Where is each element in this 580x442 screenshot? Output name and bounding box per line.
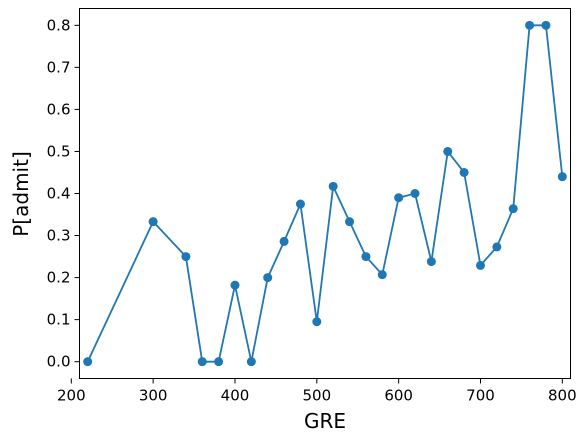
data-point <box>246 357 256 367</box>
data-point <box>263 273 273 283</box>
data-point <box>557 172 567 182</box>
x-tick-label: 300 <box>139 387 168 405</box>
y-tick-label: 0.4 <box>47 185 71 203</box>
data-point <box>312 317 322 327</box>
y-tick-label: 0.7 <box>47 58 71 76</box>
data-point <box>508 204 518 214</box>
y-tick-label: 0.1 <box>47 311 71 329</box>
y-tick-label: 0.6 <box>47 100 71 118</box>
x-axis-ticks: 200 300 400 500 600 700 800 <box>57 378 577 405</box>
x-tick-label: 700 <box>466 387 495 405</box>
data-point <box>279 236 289 246</box>
data-point <box>83 357 93 367</box>
data-point <box>328 181 338 191</box>
data-point <box>361 252 371 262</box>
y-axis-label: P[admit] <box>9 151 33 237</box>
data-point <box>345 217 355 227</box>
data-point <box>459 167 469 177</box>
y-tick-label: 0.8 <box>47 16 71 34</box>
data-point <box>181 252 191 262</box>
y-tick-label: 0.5 <box>47 142 71 160</box>
plot-area <box>79 8 571 379</box>
y-tick-label: 0.3 <box>47 227 71 245</box>
data-point <box>492 242 502 252</box>
y-tick-label: 0.2 <box>47 269 71 287</box>
y-tick-label: 0.0 <box>47 353 71 371</box>
x-tick-label: 500 <box>302 387 331 405</box>
x-tick-label: 600 <box>384 387 413 405</box>
data-point <box>148 217 158 227</box>
data-point <box>230 280 240 290</box>
data-point <box>426 257 436 267</box>
x-tick-label: 400 <box>221 387 250 405</box>
x-axis-label: GRE <box>304 409 346 433</box>
data-point <box>295 199 305 209</box>
data-point <box>475 260 485 270</box>
data-point <box>410 189 420 198</box>
x-tick-label: 200 <box>57 387 86 405</box>
marker-layer <box>83 20 567 367</box>
data-point <box>525 20 535 30</box>
y-axis-ticks: 0.0 0.1 0.2 0.3 0.4 0.5 0.6 0.7 0.8 <box>47 16 80 371</box>
data-point <box>377 270 387 280</box>
data-point <box>214 357 224 367</box>
data-point <box>541 20 551 30</box>
data-point <box>197 357 207 367</box>
data-point <box>394 193 404 203</box>
x-tick-label: 800 <box>548 387 577 405</box>
data-point <box>443 146 453 156</box>
